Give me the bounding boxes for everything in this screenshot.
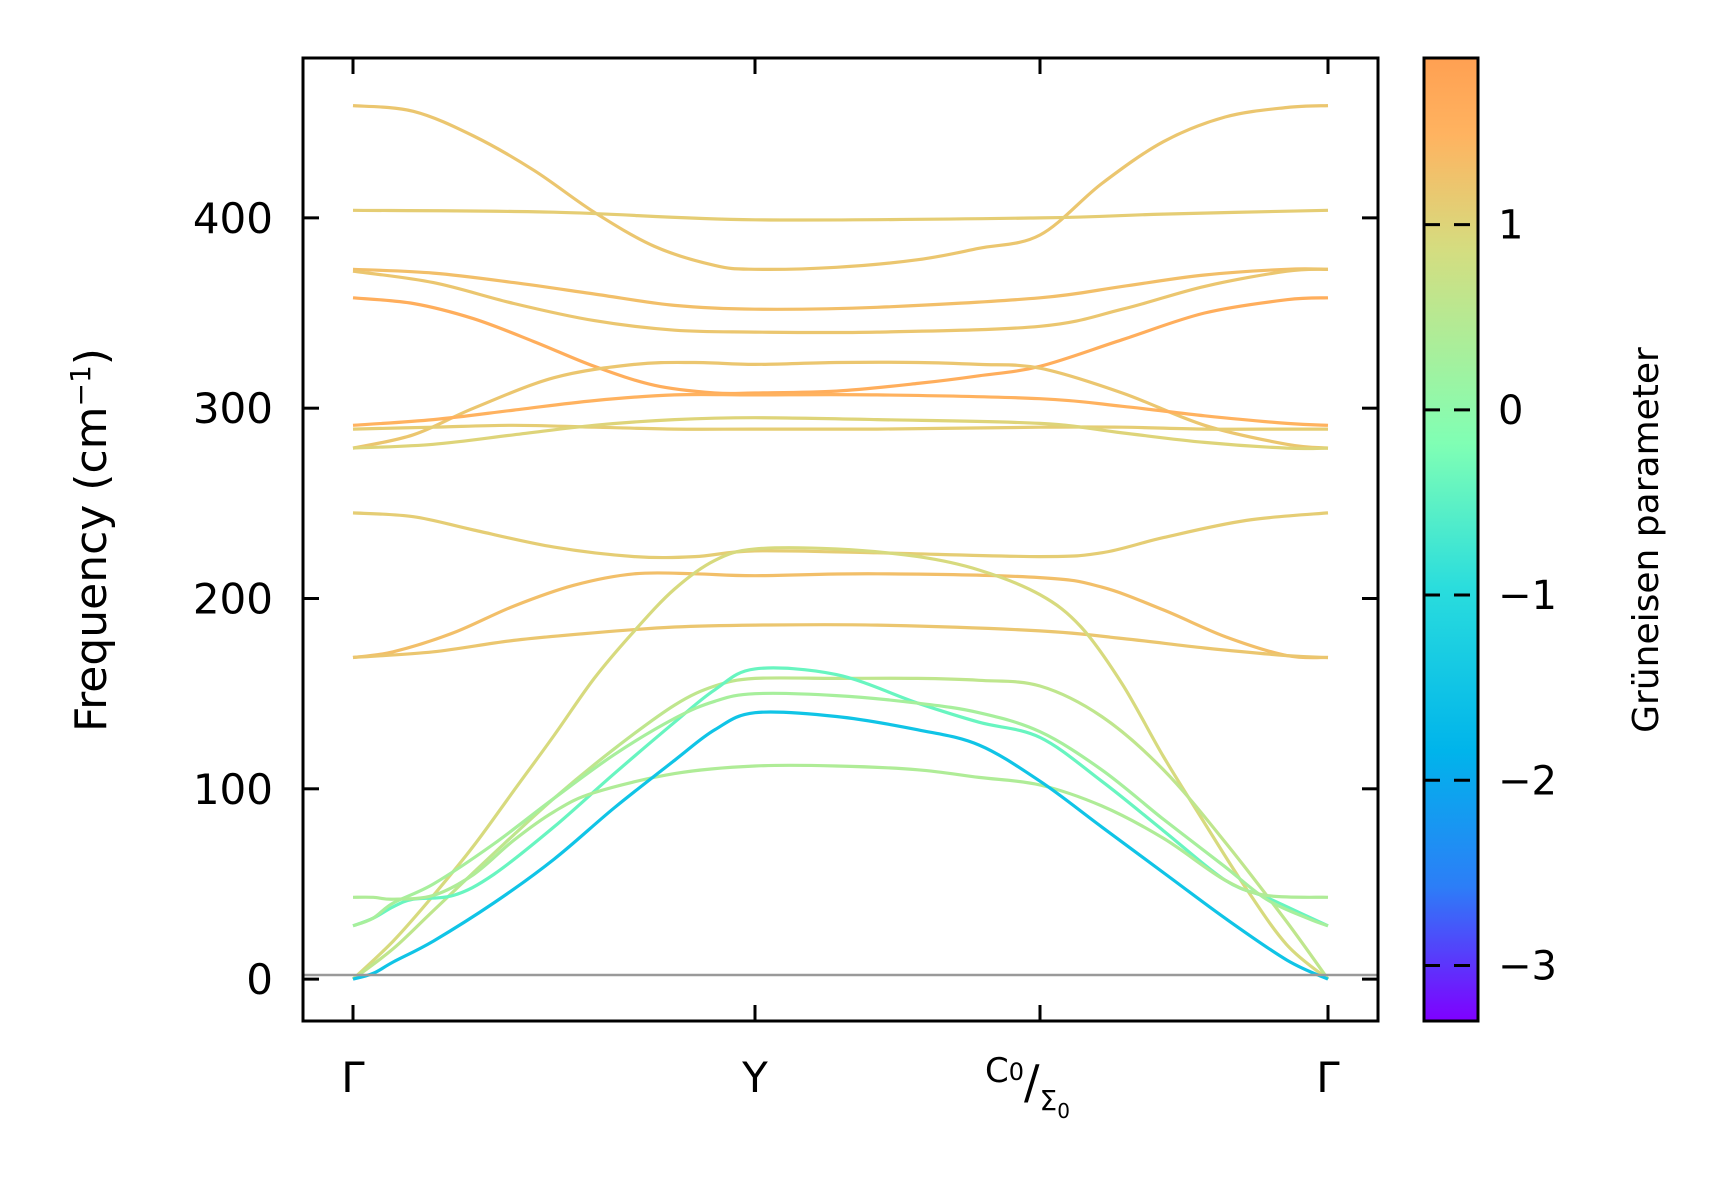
kpoint-label-gamma-start: Γ — [341, 1053, 365, 1102]
band-15 — [352, 666, 1329, 928]
y-tick-label-300: 300 — [193, 384, 273, 433]
colorbar-tick-label-1: 0 — [1498, 388, 1523, 434]
kpoint-label-c0-sigma0: C0/Σ0 — [985, 1051, 1070, 1123]
band-lines — [351, 104, 1330, 981]
band-6 — [352, 360, 1329, 450]
y-axis-title: Frequency (cm−1) — [64, 348, 117, 732]
colorbar-ticks: 1 0 −1 −2 −3 — [1424, 203, 1557, 989]
y-axis-ticks: 0 100 200 300 400 — [193, 194, 1378, 1004]
band-18 — [352, 710, 1329, 981]
kpoint-label-gamma-end: Γ — [1316, 1053, 1340, 1102]
band-7 — [352, 392, 1329, 427]
y-tick-label-200: 200 — [193, 574, 273, 623]
band-14 — [352, 676, 1330, 981]
colorbar — [1422, 56, 1480, 1023]
band-12 — [352, 623, 1329, 660]
plot-frame — [301, 56, 1380, 1023]
colorbar-tick-label-0: 1 — [1498, 203, 1523, 249]
band-2 — [352, 208, 1329, 222]
y-tick-label-100: 100 — [193, 765, 273, 814]
band-8 — [352, 423, 1328, 431]
y-tick-label-400: 400 — [193, 194, 273, 243]
kpoint-label-y: Y — [741, 1053, 768, 1102]
band-4 — [352, 267, 1329, 335]
colorbar-tick-label-2: −1 — [1498, 573, 1557, 619]
band-10 — [352, 511, 1329, 560]
y-tick-label-0: 0 — [246, 955, 273, 1004]
band-16 — [352, 691, 1329, 928]
band-5 — [352, 296, 1329, 396]
kpoint-ticks — [351, 58, 1330, 1021]
band-17 — [352, 763, 1329, 901]
band-9 — [352, 416, 1329, 451]
colorbar-tick-label-4: −3 — [1498, 943, 1557, 989]
band-3 — [352, 267, 1329, 311]
colorbar-tick-label-3: −2 — [1498, 758, 1557, 804]
band-11 — [352, 571, 1329, 660]
colorbar-title: Grüneisen parameter — [1626, 347, 1667, 733]
band-1 — [352, 104, 1329, 271]
